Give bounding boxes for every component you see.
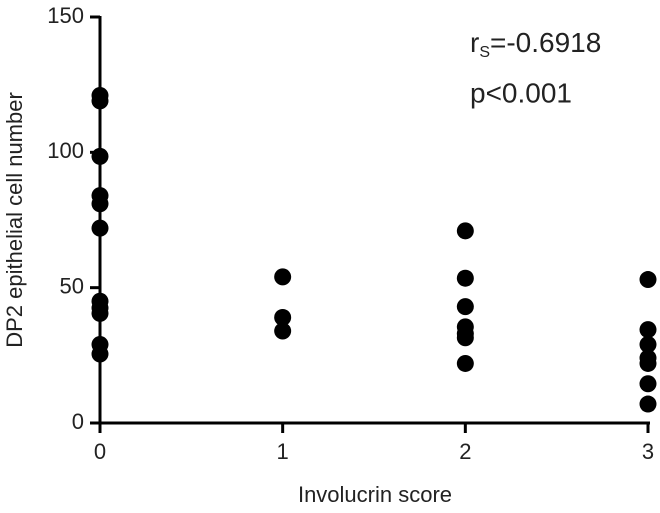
point xyxy=(639,375,657,393)
point xyxy=(639,336,657,354)
y-tick-label: 0 xyxy=(72,409,84,434)
point xyxy=(91,345,109,363)
point xyxy=(91,304,109,322)
point xyxy=(456,269,474,287)
x-tick-label: 3 xyxy=(642,439,654,464)
y-axis-label: DP2 epithelial cell number xyxy=(2,92,27,348)
annotation-r-value: =-0.6918 xyxy=(490,27,601,58)
point xyxy=(639,395,657,413)
point xyxy=(639,354,657,372)
x-tick-label: 2 xyxy=(459,439,471,464)
point xyxy=(91,195,109,213)
y-tick-label: 50 xyxy=(60,273,84,298)
point xyxy=(91,219,109,237)
x-tick-label: 1 xyxy=(277,439,289,464)
point xyxy=(91,147,109,165)
point xyxy=(274,308,292,326)
point xyxy=(274,322,292,340)
annotation-r-symbol: r xyxy=(470,27,479,58)
point xyxy=(639,321,657,339)
annotation-p: p<0.001 xyxy=(470,77,572,108)
point xyxy=(456,222,474,240)
x-tick-label: 0 xyxy=(94,439,106,464)
x-axis-label: Involucrin score xyxy=(298,482,452,507)
point xyxy=(456,329,474,347)
point xyxy=(456,354,474,372)
annotation-r: rS=-0.6918 xyxy=(470,27,601,61)
point xyxy=(91,92,109,110)
y-tick-label: 150 xyxy=(47,3,84,28)
y-tick-label: 100 xyxy=(47,138,84,163)
annotation-r-subscript: S xyxy=(479,44,490,61)
point xyxy=(274,268,292,286)
point xyxy=(639,271,657,289)
point xyxy=(456,298,474,316)
